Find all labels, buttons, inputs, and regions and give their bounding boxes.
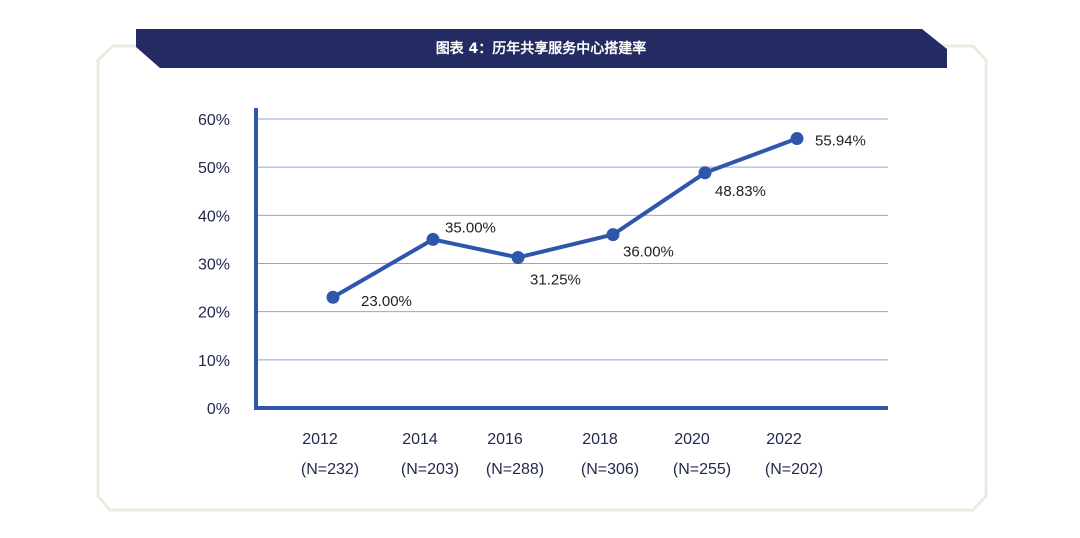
x-tick-sublabel: (N=288)	[486, 461, 544, 478]
x-tick-label: 2020	[674, 431, 710, 448]
y-tick-label: 50%	[198, 160, 230, 177]
x-tick-label: 2018	[582, 431, 618, 448]
y-tick-label: 0%	[207, 401, 230, 418]
y-axis-ticks: 0% 10% 20% 30% 40% 50% 60%	[198, 112, 230, 418]
data-label: 55.94%	[815, 133, 866, 150]
x-tick-sublabel: (N=203)	[401, 461, 459, 478]
data-label: 23.00%	[361, 293, 412, 310]
y-tick-label: 30%	[198, 257, 230, 274]
x-axis-ticks: 2012 (N=232) 2014 (N=203) 2016 (N=288) 2018 (N=…	[301, 431, 823, 478]
data-label: 31.25%	[530, 271, 581, 288]
x-tick-label: 2016	[487, 431, 523, 448]
y-tick-label: 20%	[198, 305, 230, 322]
x-tick-sublabel: (N=232)	[301, 461, 359, 478]
data-point	[698, 166, 712, 180]
title-banner	[136, 29, 947, 68]
data-point	[790, 132, 804, 146]
data-point	[426, 232, 440, 246]
x-tick-sublabel: (N=255)	[673, 461, 731, 478]
data-label: 35.00%	[445, 219, 496, 236]
x-tick-label: 2022	[766, 431, 802, 448]
data-point	[606, 228, 620, 242]
series-line-path	[331, 136, 798, 299]
series-line	[331, 136, 798, 299]
x-tick-sublabel: (N=202)	[765, 461, 823, 478]
y-tick-label: 60%	[198, 112, 230, 129]
chart-title: 图表 4：历年共享服务中心搭建率	[436, 40, 647, 57]
data-label: 36.00%	[623, 244, 674, 261]
data-labels: 23.00% 35.00% 31.25% 36.00% 48.83% 55.94%	[361, 133, 866, 311]
x-tick-label: 2014	[402, 431, 438, 448]
chart-frame	[96, 44, 988, 512]
axes	[254, 108, 888, 410]
data-points	[326, 132, 804, 304]
data-point	[511, 250, 525, 264]
data-label: 48.83%	[715, 183, 766, 200]
x-tick-label: 2012	[302, 431, 338, 448]
x-tick-sublabel: (N=306)	[581, 461, 639, 478]
data-point	[326, 290, 340, 304]
y-tick-label: 40%	[198, 208, 230, 225]
y-tick-label: 10%	[198, 353, 230, 370]
gridlines	[256, 118, 888, 361]
